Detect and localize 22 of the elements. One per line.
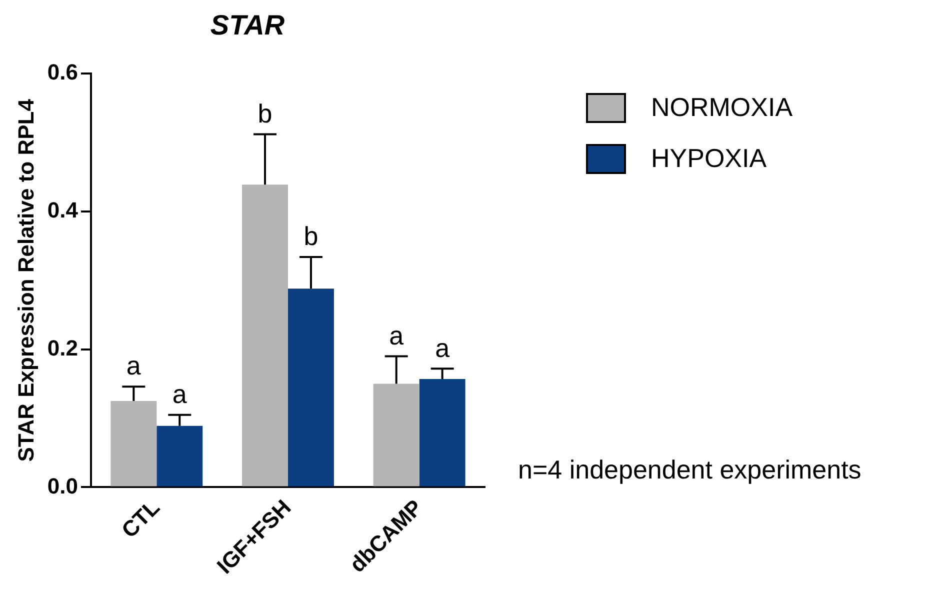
x-tick-label: CTL [116,494,164,543]
legend-label: HYPOXIA [651,143,768,174]
annotation: a [435,332,450,363]
bar [110,401,157,486]
y-tick-label: 0.4 [47,198,79,223]
legend-label: NORMOXIA [651,92,794,122]
y-tick-label: 0.2 [47,335,78,360]
y-axis-title: STAR Expression Relative to RPL4 [13,98,38,462]
text: n=4 independent experiments [518,454,862,484]
bar [373,384,420,486]
annotation: a [172,379,188,409]
annotation: b [258,98,272,128]
bar [419,378,466,486]
bar [288,288,334,486]
y-tick-label: 0.6 [47,60,78,85]
bar [156,426,203,486]
bar [242,184,288,486]
annotation: a [389,320,404,350]
chart-title: STAR [210,10,286,41]
y-tick-label: 0.0 [47,473,78,498]
annotation: a [126,350,142,381]
annotation: b [304,221,318,252]
